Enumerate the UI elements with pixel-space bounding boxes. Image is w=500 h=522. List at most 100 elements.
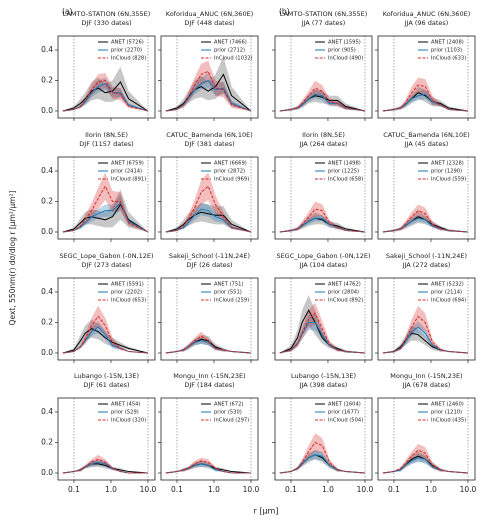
legend-label: InCloud (828) — [111, 56, 146, 62]
y-tick-label: 0.2 — [41, 76, 53, 85]
legend-label: ANET (672) — [214, 402, 243, 408]
legend-label: prior (2414) — [111, 169, 142, 175]
legend-label: ANET (2328) — [431, 161, 464, 167]
series-line — [165, 185, 252, 233]
legend-label: ANET (1498) — [328, 161, 361, 167]
y-tick-label: 0.2 — [41, 318, 53, 327]
uncertainty-band — [62, 320, 148, 353]
uncertainty-band — [382, 305, 468, 353]
panel-subtitle: JJA (398 dates) — [299, 381, 348, 389]
y-tick-label: 0.0 — [41, 106, 53, 115]
legend-label: ANET (5232) — [431, 282, 464, 288]
series-line — [62, 328, 149, 354]
panel-subtitle: JJA (96 dates) — [404, 19, 449, 27]
y-tick-label: 0.4 — [41, 287, 53, 296]
panel-title: SEGC_Lope_Gabon (-0N,12E) — [59, 252, 153, 260]
panel-title: Koforidua_ANUC (6N,360E) — [383, 10, 470, 18]
series-line — [279, 312, 365, 354]
panel-title: CATUC_Bamenda (6N,10E) — [383, 131, 470, 139]
plot-frame — [160, 277, 259, 361]
uncertainty-band — [382, 325, 468, 353]
uncertainty-band — [165, 56, 251, 111]
legend-label: ANET (1595) — [328, 40, 361, 46]
uncertainty-band — [165, 460, 251, 473]
series-line — [279, 87, 366, 112]
plot-frame — [274, 156, 373, 240]
plot-frame — [274, 35, 373, 119]
legend-label: ANET (2460) — [431, 402, 464, 408]
y-axis-label: Qext, 550nm(r) dσ/dlog r [µm²/µm²] — [8, 191, 17, 326]
legend-label: InCloud (259) — [214, 298, 249, 304]
legend-label: ANET (7466) — [214, 40, 247, 46]
plot-frame — [377, 35, 476, 119]
legend-label: ANET (1604) — [328, 402, 361, 408]
uncertainty-band — [62, 305, 148, 353]
plot-frame — [57, 35, 156, 119]
legend-label: prior (1225) — [328, 169, 359, 175]
uncertainty-band — [382, 451, 468, 473]
legend-label: InCloud (653) — [111, 298, 146, 304]
legend-label: InCloud (504) — [328, 418, 363, 424]
panel-subtitle: DJF (448 dates) — [184, 19, 234, 27]
panel-title: Koforidua_ANUC (6N,360E) — [166, 10, 253, 18]
legend-label: ANET (751) — [214, 282, 243, 288]
uncertainty-band — [382, 453, 468, 473]
uncertainty-band — [165, 334, 251, 353]
series-line — [382, 449, 468, 474]
panel-subtitle: JJA (264 dates) — [299, 140, 348, 148]
plot-frame — [274, 277, 373, 361]
legend-label: prior (2114) — [431, 290, 462, 296]
series-line — [382, 210, 468, 233]
uncertainty-band — [279, 433, 365, 473]
x-tick-label: 0.1 — [68, 485, 80, 494]
uncertainty-band — [279, 450, 365, 473]
uncertainty-band — [382, 320, 468, 353]
legend-label: prior (1210) — [431, 410, 462, 416]
legend-label: ANET (6759) — [111, 161, 144, 167]
uncertainty-band — [279, 314, 365, 353]
panel-title: Sakeji_School (-11N,24E) — [169, 252, 250, 260]
panel-subtitle: JJA (678 dates) — [402, 381, 451, 389]
uncertainty-band — [165, 172, 251, 232]
series-line — [279, 208, 365, 233]
x-tick-label: 0.1 — [388, 485, 400, 494]
series-line — [382, 315, 468, 354]
x-tick-label: 10.0 — [460, 485, 477, 494]
plot-frame — [57, 397, 156, 481]
legend-label: prior (2712) — [214, 48, 245, 54]
y-tick-label: 0.0 — [41, 468, 53, 477]
series-line — [279, 322, 365, 354]
plot-frame — [377, 397, 476, 481]
x-tick-label: 10.0 — [243, 485, 260, 494]
legend-label: prior (551) — [214, 290, 242, 296]
panel-title: CATUC_Bamenda (6N,10E) — [166, 131, 253, 139]
series-line — [62, 79, 149, 112]
plot-frame — [377, 277, 476, 361]
panel-label: (a) — [62, 7, 73, 16]
legend-label: InCloud (891) — [111, 177, 146, 183]
x-tick-label: 1.0 — [105, 485, 117, 494]
panel-subtitle: JJA (45 dates) — [404, 140, 449, 148]
uncertainty-band — [62, 459, 148, 473]
legend-label: InCloud (658) — [328, 177, 363, 183]
series-line — [165, 211, 252, 233]
legend-label: InCloud (297) — [214, 418, 249, 424]
series-line — [165, 460, 251, 474]
series-line — [62, 458, 148, 474]
uncertainty-band — [279, 201, 365, 232]
plot-frame — [160, 35, 259, 119]
legend-label: prior (1677) — [328, 410, 359, 416]
uncertainty-band — [62, 319, 148, 353]
y-tick-label: 0.4 — [41, 45, 53, 54]
y-tick-label: 0.4 — [41, 407, 53, 416]
panel-title: Ilorin (8N,5E) — [85, 131, 128, 139]
uncertainty-band — [165, 460, 251, 473]
y-tick-label: 0.2 — [41, 438, 53, 447]
uncertainty-band — [382, 444, 468, 473]
x-tick-label: 1.0 — [208, 485, 220, 494]
x-tick-label: 0.1 — [171, 485, 183, 494]
panel-title: Ilorin (8N,5E) — [302, 131, 345, 139]
legend-label: InCloud (694) — [431, 298, 466, 304]
uncertainty-band — [165, 337, 251, 353]
